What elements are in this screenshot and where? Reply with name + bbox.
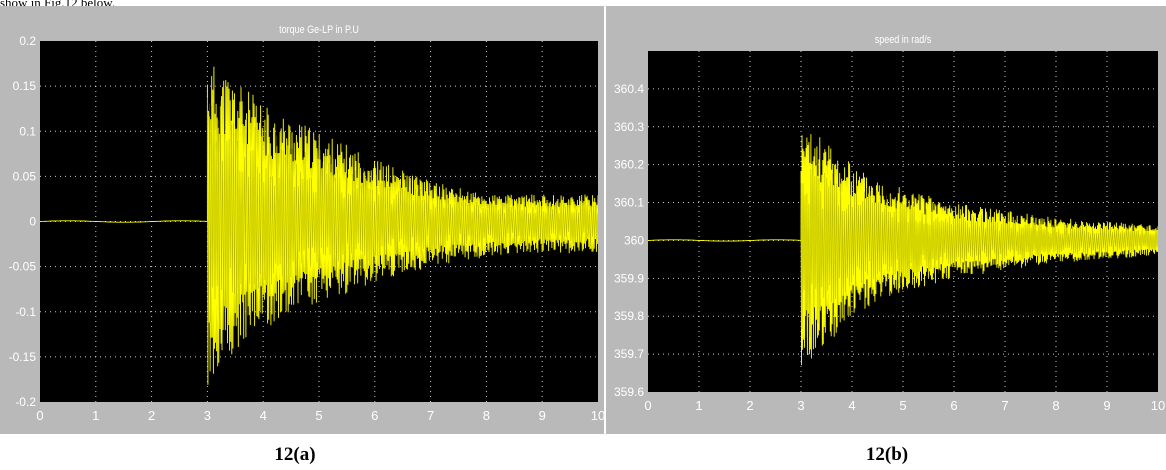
speed-y-tick-label: 359.8 [614,309,644,323]
chart-speed: speed in rad/s 0 1 2 3 4 5 6 7 8 9 10 360.4 360.3 360.… [614,34,1165,413]
torque-y-tick-label: 0.1 [19,124,36,138]
page-caption: show in Fig.12 below. [0,0,116,10]
torque-x-tick-label: 10 [591,408,604,423]
torque-y-tick-label: 0.05 [13,169,37,183]
scope-window-torque: torque Ge-LP in P.U 0 1 2 3 4 5 6 7 8 9 10 0.2 0.15 0.… [0,6,604,434]
speed-x-tick-label: 10 [1151,398,1165,413]
divider [604,0,606,470]
speed-x-tick-label: 2 [746,398,753,413]
speed-x-tick-label: 6 [950,398,957,413]
torque-y-tick-label: -0.2 [15,395,36,409]
speed-x-tick-label: 7 [1001,398,1008,413]
torque-x-tick-label: 7 [427,408,434,423]
speed-y-tick-label: 360.3 [614,120,644,134]
torque-x-tick-label: 5 [315,408,322,423]
speed-y-tick-label: 360.1 [614,196,644,210]
torque-x-tick-label: 1 [92,408,99,423]
speed-y-tick-label: 360 [624,233,644,247]
speed-x-tick-label: 9 [1103,398,1110,413]
figure-label-b: 12(b) [865,444,909,465]
torque-x-tick-label: 2 [148,408,155,423]
speed-x-tick-label: 5 [899,398,906,413]
torque-y-tick-label: -0.1 [15,305,36,319]
torque-title: torque Ge-LP in P.U [279,24,359,36]
torque-x-tick-label: 0 [36,408,43,423]
torque-series-shade [207,97,598,343]
speed-series-shade [800,161,1158,338]
torque-y-tick-label: -0.15 [9,350,37,364]
speed-x-tick-label: 8 [1052,398,1059,413]
speed-x-tick-label: 0 [644,398,651,413]
figure-label-a: 12(a) [274,444,316,465]
torque-x-tick-label: 3 [204,408,211,423]
torque-y-tick-label: 0.15 [13,79,37,93]
scope-window-speed: speed in rad/s 0 1 2 3 4 5 6 7 8 9 10 360.4 360.3 360.… [606,6,1166,434]
torque-y-tick-label: 0.2 [19,34,36,48]
torque-y-tick-label: -0.05 [9,260,37,274]
speed-x-tick-label: 1 [695,398,702,413]
speed-y-tick-label: 360.2 [614,158,644,172]
torque-x-tick-label: 4 [260,408,267,423]
speed-y-tick-label: 360.4 [614,82,644,96]
speed-x-tick-label: 3 [797,398,804,413]
speed-y-tick-label: 359.6 [614,385,644,399]
torque-x-tick-label: 9 [539,408,546,423]
speed-y-tick-label: 359.9 [614,271,644,285]
speed-x-tick-label: 4 [848,398,855,413]
torque-y-tick-label: 0 [29,215,36,229]
speed-title: speed in rad/s [875,34,932,46]
speed-y-tick-label: 359.7 [614,347,644,361]
torque-x-tick-label: 6 [371,408,378,423]
torque-x-tick-label: 8 [483,408,490,423]
chart-torque: torque Ge-LP in P.U 0 1 2 3 4 5 6 7 8 9 10 0.2 0.15 0.… [9,24,604,423]
